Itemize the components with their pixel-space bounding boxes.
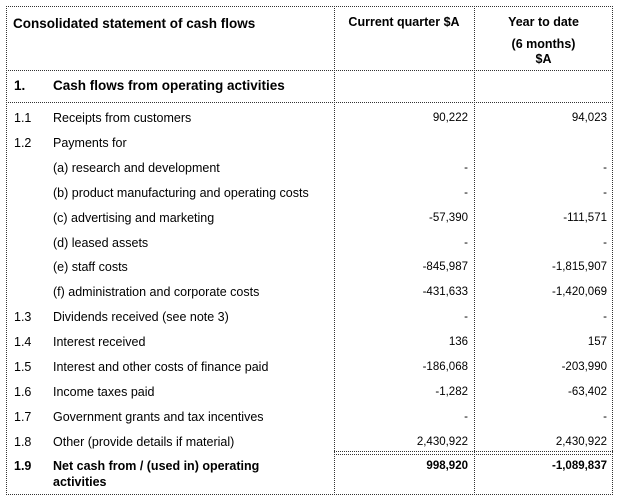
total-ytd-value: -1,089,837 xyxy=(552,460,607,472)
row-number: 1.5 xyxy=(14,360,32,374)
column-header-ytd-line1: Year to date xyxy=(508,15,579,29)
total-current-value: 998,920 xyxy=(426,460,468,472)
total-row-label-line1: Net cash from / (used in) operating xyxy=(53,459,260,473)
row-ytd-value: 94,023 xyxy=(571,112,607,124)
row-number: 1.7 xyxy=(14,410,32,424)
row-current-value: 136 xyxy=(448,336,468,348)
row-number: 1.3 xyxy=(14,310,32,324)
column-header-ytd-line3: $A xyxy=(535,52,552,66)
row-ytd-value: -1,815,907 xyxy=(552,261,607,273)
row-ytd-value: - xyxy=(603,237,607,249)
row-current-value: - xyxy=(464,411,468,423)
row-ytd-value: -203,990 xyxy=(561,361,607,373)
row-ytd-value: - xyxy=(603,187,607,199)
row-number: 1.1 xyxy=(14,111,32,125)
row-label: (c) advertising and marketing xyxy=(53,211,215,225)
row-current-value: -186,068 xyxy=(422,361,468,373)
row-number: 1.4 xyxy=(14,335,32,349)
row-current-value: 90,222 xyxy=(432,112,468,124)
row-ytd-value: - xyxy=(603,311,607,323)
row-label: (e) staff costs xyxy=(53,260,128,274)
row-ytd-value: -1,420,069 xyxy=(552,286,607,298)
header-divider xyxy=(6,70,613,71)
row-ytd-value: - xyxy=(603,411,607,423)
row-ytd-value: 2,430,922 xyxy=(555,436,607,448)
row-ytd-value: -63,402 xyxy=(567,386,607,398)
total-divider-bottom xyxy=(334,454,613,455)
row-current-value: -431,633 xyxy=(422,286,468,298)
row-label: Dividends received (see note 3) xyxy=(53,310,229,324)
row-ytd-value: - xyxy=(603,162,607,174)
row-number: 1.2 xyxy=(14,136,32,150)
row-label: (f) administration and corporate costs xyxy=(53,285,260,299)
column-header-current: Current quarter $A xyxy=(348,15,460,29)
section-title: Cash flows from operating activities xyxy=(53,78,285,93)
row-label: (a) research and development xyxy=(53,161,220,175)
row-label: Interest and other costs of finance paid xyxy=(53,360,269,374)
table-frame xyxy=(6,6,613,495)
row-current-value: - xyxy=(464,311,468,323)
total-row-number: 1.9 xyxy=(14,459,32,473)
row-label: (d) leased assets xyxy=(53,236,149,250)
row-current-value: - xyxy=(464,237,468,249)
section-divider xyxy=(6,102,613,103)
page-title: Consolidated statement of cash flows xyxy=(13,16,256,31)
row-current-value: 2,430,922 xyxy=(416,436,468,448)
row-current-value: -57,390 xyxy=(428,212,468,224)
row-label: Receipts from customers xyxy=(53,111,192,125)
row-number: 1.6 xyxy=(14,385,32,399)
row-current-value: -1,282 xyxy=(435,386,468,398)
row-label: (b) product manufacturing and operating … xyxy=(53,186,309,200)
row-label: Other (provide details if material) xyxy=(53,435,235,449)
row-label: Government grants and tax incentives xyxy=(53,410,264,424)
column-divider-ytd xyxy=(474,6,475,495)
row-label: Income taxes paid xyxy=(53,385,155,399)
row-number: 1.8 xyxy=(14,435,32,449)
row-current-value: -845,987 xyxy=(422,261,468,273)
column-header-ytd-line2: (6 months) xyxy=(511,37,576,51)
section-number: 1. xyxy=(14,78,26,93)
row-label: Interest received xyxy=(53,335,146,349)
row-ytd-value: 157 xyxy=(587,336,607,348)
row-ytd-value: -111,571 xyxy=(563,212,607,224)
total-divider-top xyxy=(334,451,613,452)
row-current-value: - xyxy=(464,162,468,174)
column-divider-current xyxy=(334,6,335,495)
row-label: Payments for xyxy=(53,136,127,150)
row-current-value: - xyxy=(464,187,468,199)
total-row-label-line2: activities xyxy=(53,475,107,489)
